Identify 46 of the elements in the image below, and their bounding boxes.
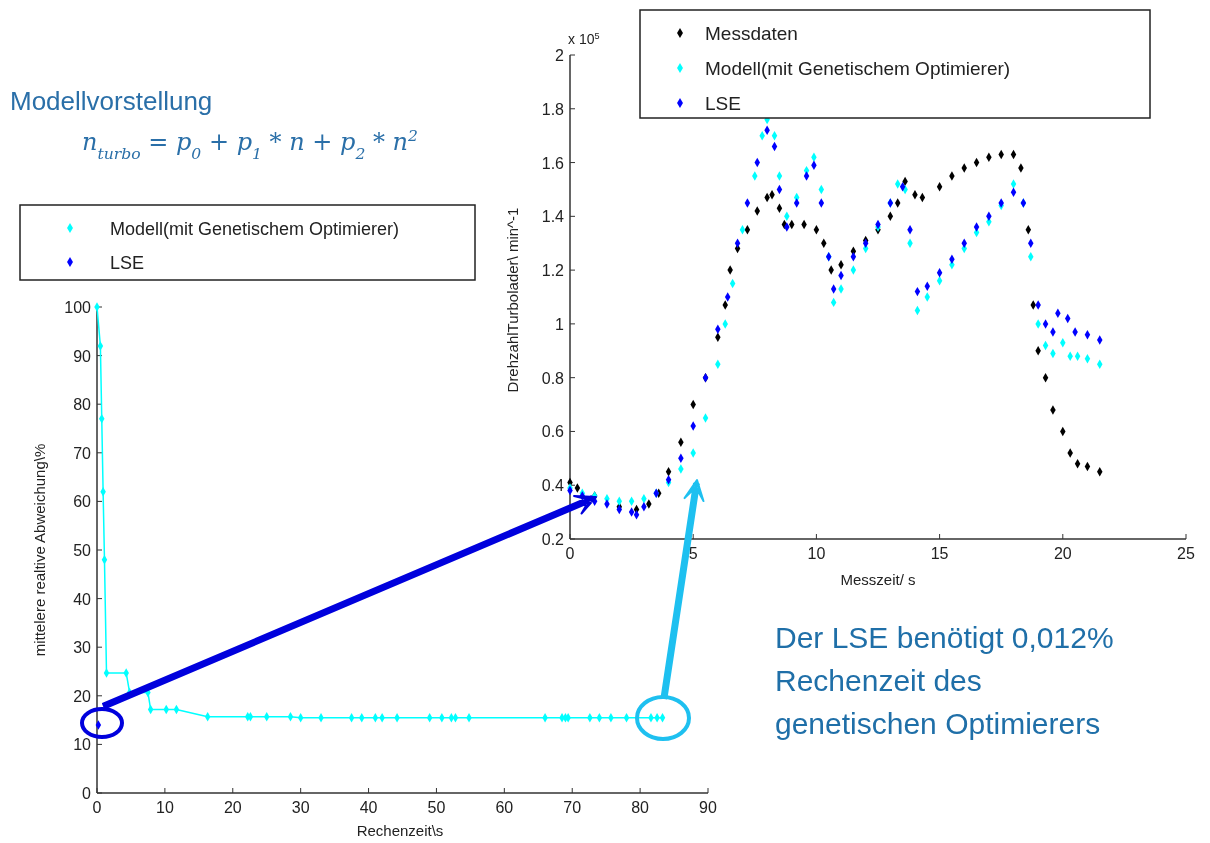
x-tick-label: 80 bbox=[631, 799, 650, 816]
x-tick-label: 5 bbox=[688, 545, 698, 562]
y-tick-label: 60 bbox=[73, 493, 92, 511]
x-tick-label: 15 bbox=[930, 545, 949, 562]
x-tick-label: 25 bbox=[1177, 545, 1195, 562]
legend-label: Messdaten bbox=[705, 23, 798, 44]
y-tick-label: 30 bbox=[73, 639, 92, 657]
y-tick-label: 90 bbox=[73, 347, 92, 365]
text: n$_{turbo}$ = p$_{0}$ + p$_{1}$ * n + p$_{2}$ * n$^{2}$ bbox=[82, 127, 418, 163]
y-tick-label: 1.2 bbox=[541, 262, 565, 280]
y-tick-label: 0 bbox=[82, 785, 92, 802]
y-tick-label: 0.8 bbox=[541, 369, 565, 387]
x-tick-label: 20 bbox=[223, 799, 242, 816]
y-tick-label: 1.8 bbox=[541, 100, 565, 118]
x-tick-label: 90 bbox=[699, 799, 717, 816]
text: Modellvorstellung bbox=[10, 86, 213, 116]
y-tick-label: 0.6 bbox=[541, 423, 565, 441]
y-tick-label: 2 bbox=[555, 47, 565, 64]
y-tick-label: 0.4 bbox=[541, 477, 565, 495]
x-tick-label: 10 bbox=[807, 545, 826, 562]
text: Der LSE benötigt 0,012% Rechenzeit des genetischen Optimierers bbox=[775, 621, 1114, 740]
y-axis-title: DrehzahlTurbolader\ min^-1 bbox=[504, 207, 521, 393]
x-axis-title: Rechenzeit\s bbox=[356, 822, 444, 839]
y-tick-label: 0.2 bbox=[541, 531, 565, 548]
x-tick-label: 40 bbox=[359, 799, 378, 816]
x-tick-label: 30 bbox=[291, 799, 310, 816]
x-axis-title: Messzeit/ s bbox=[840, 571, 916, 588]
text: x 10$^{5}$ bbox=[568, 31, 600, 47]
y-tick-label: 40 bbox=[73, 590, 92, 608]
legend-label: Modell(mit Genetischem Optimierer) bbox=[705, 58, 1011, 79]
y-tick-label: 80 bbox=[73, 396, 92, 414]
legend-label: LSE bbox=[705, 93, 741, 114]
x-tick-label: 60 bbox=[495, 799, 514, 816]
legend-label: LSE bbox=[110, 253, 145, 273]
y-axis-title: mittelere realtive Abweichung\% bbox=[31, 443, 48, 657]
y-tick-label: 10 bbox=[73, 736, 92, 754]
y-tick-label: 1.4 bbox=[541, 208, 565, 226]
y-tick-label: 1 bbox=[555, 315, 565, 333]
y-tick-label: 100 bbox=[64, 299, 92, 316]
y-tick-label: 70 bbox=[73, 444, 92, 462]
y-tick-label: 1.6 bbox=[541, 154, 565, 172]
x-tick-label: 10 bbox=[155, 799, 174, 816]
legend-label: Modell(mit Genetischem Optimierer) bbox=[110, 219, 400, 239]
x-tick-label: 20 bbox=[1053, 545, 1072, 562]
y-tick-label: 20 bbox=[73, 687, 92, 705]
x-tick-label: 50 bbox=[427, 799, 446, 816]
